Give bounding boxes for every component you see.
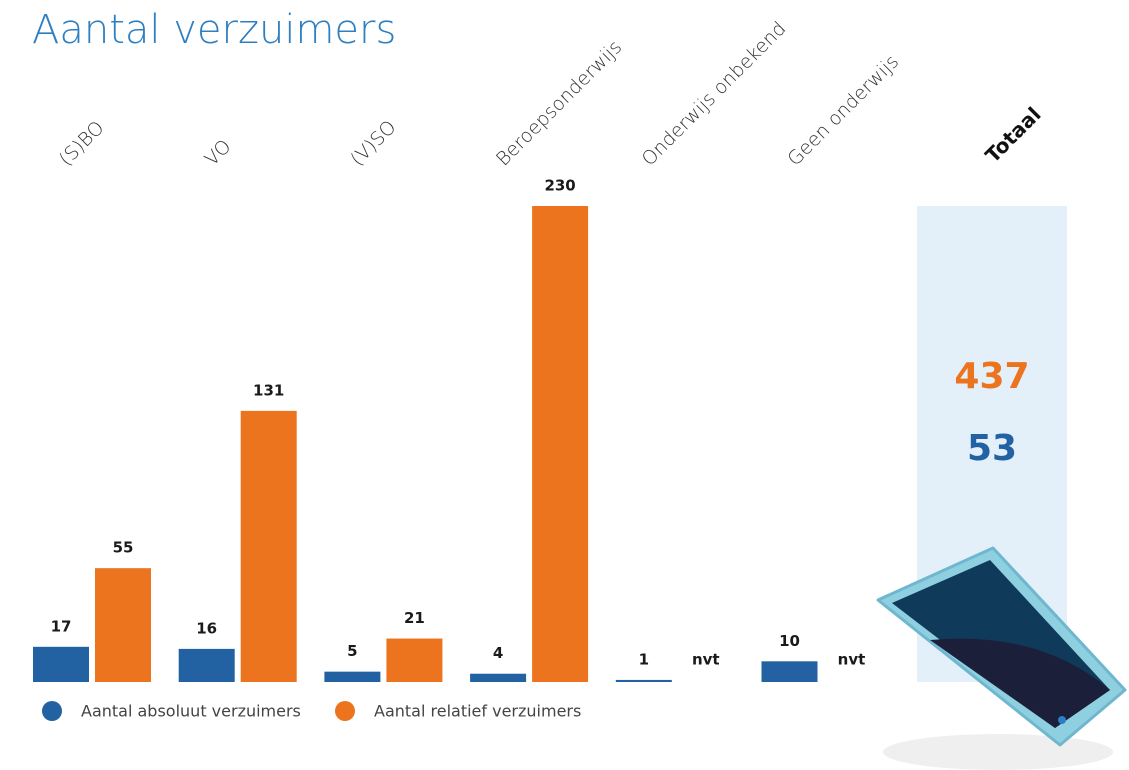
bar (178, 648, 235, 682)
chart-title: Aantal verzuimers (32, 7, 396, 53)
value-label: 1 (639, 651, 649, 669)
bar (386, 638, 443, 682)
value-label: 10 (779, 632, 800, 650)
tablet-button (1058, 716, 1066, 724)
plot: (S)BO 17 55 VO 16 131 (V)SO 5 21 Beroepsonderwijs… (33, 18, 1030, 721)
legend-label: Aantal relatief verzuimers (374, 702, 581, 721)
bar (324, 671, 381, 682)
value-label: 55 (113, 539, 134, 557)
total-value: 53 (967, 428, 1017, 469)
bar (615, 679, 672, 682)
value-label: 5 (347, 642, 357, 660)
x-tick-label: Geen onderwijs (783, 51, 903, 171)
x-tick-label: VO (201, 135, 236, 170)
x-tick-label: Onderwijs onbekend (638, 18, 791, 171)
value-label: 16 (196, 619, 217, 637)
bar (240, 410, 297, 682)
value-label: 4 (493, 644, 503, 662)
bar (33, 646, 89, 682)
value-label: 230 (544, 177, 575, 195)
value-label: 131 (253, 381, 284, 399)
tablet-shadow (883, 734, 1113, 770)
legend-marker (335, 701, 355, 721)
legend-marker (42, 701, 62, 721)
total-value: 437 (954, 356, 1029, 397)
value-label: 17 (51, 617, 72, 635)
bar (532, 206, 589, 682)
bar (95, 568, 151, 682)
tablet-screen-shade (930, 638, 1110, 728)
x-tick-label: (V)SO (346, 116, 400, 170)
bar (470, 673, 527, 682)
legend-label: Aantal absoluut verzuimers (81, 702, 301, 721)
total-label: Totaal (980, 102, 1045, 167)
x-tick-label: (S)BO (55, 117, 109, 171)
tablet (876, 546, 1127, 770)
value-label: nvt (838, 651, 866, 669)
x-tick-label: Beroepsonderwijs (492, 36, 626, 170)
value-label: nvt (692, 651, 720, 669)
value-label: 21 (404, 609, 425, 627)
bar (761, 661, 818, 682)
